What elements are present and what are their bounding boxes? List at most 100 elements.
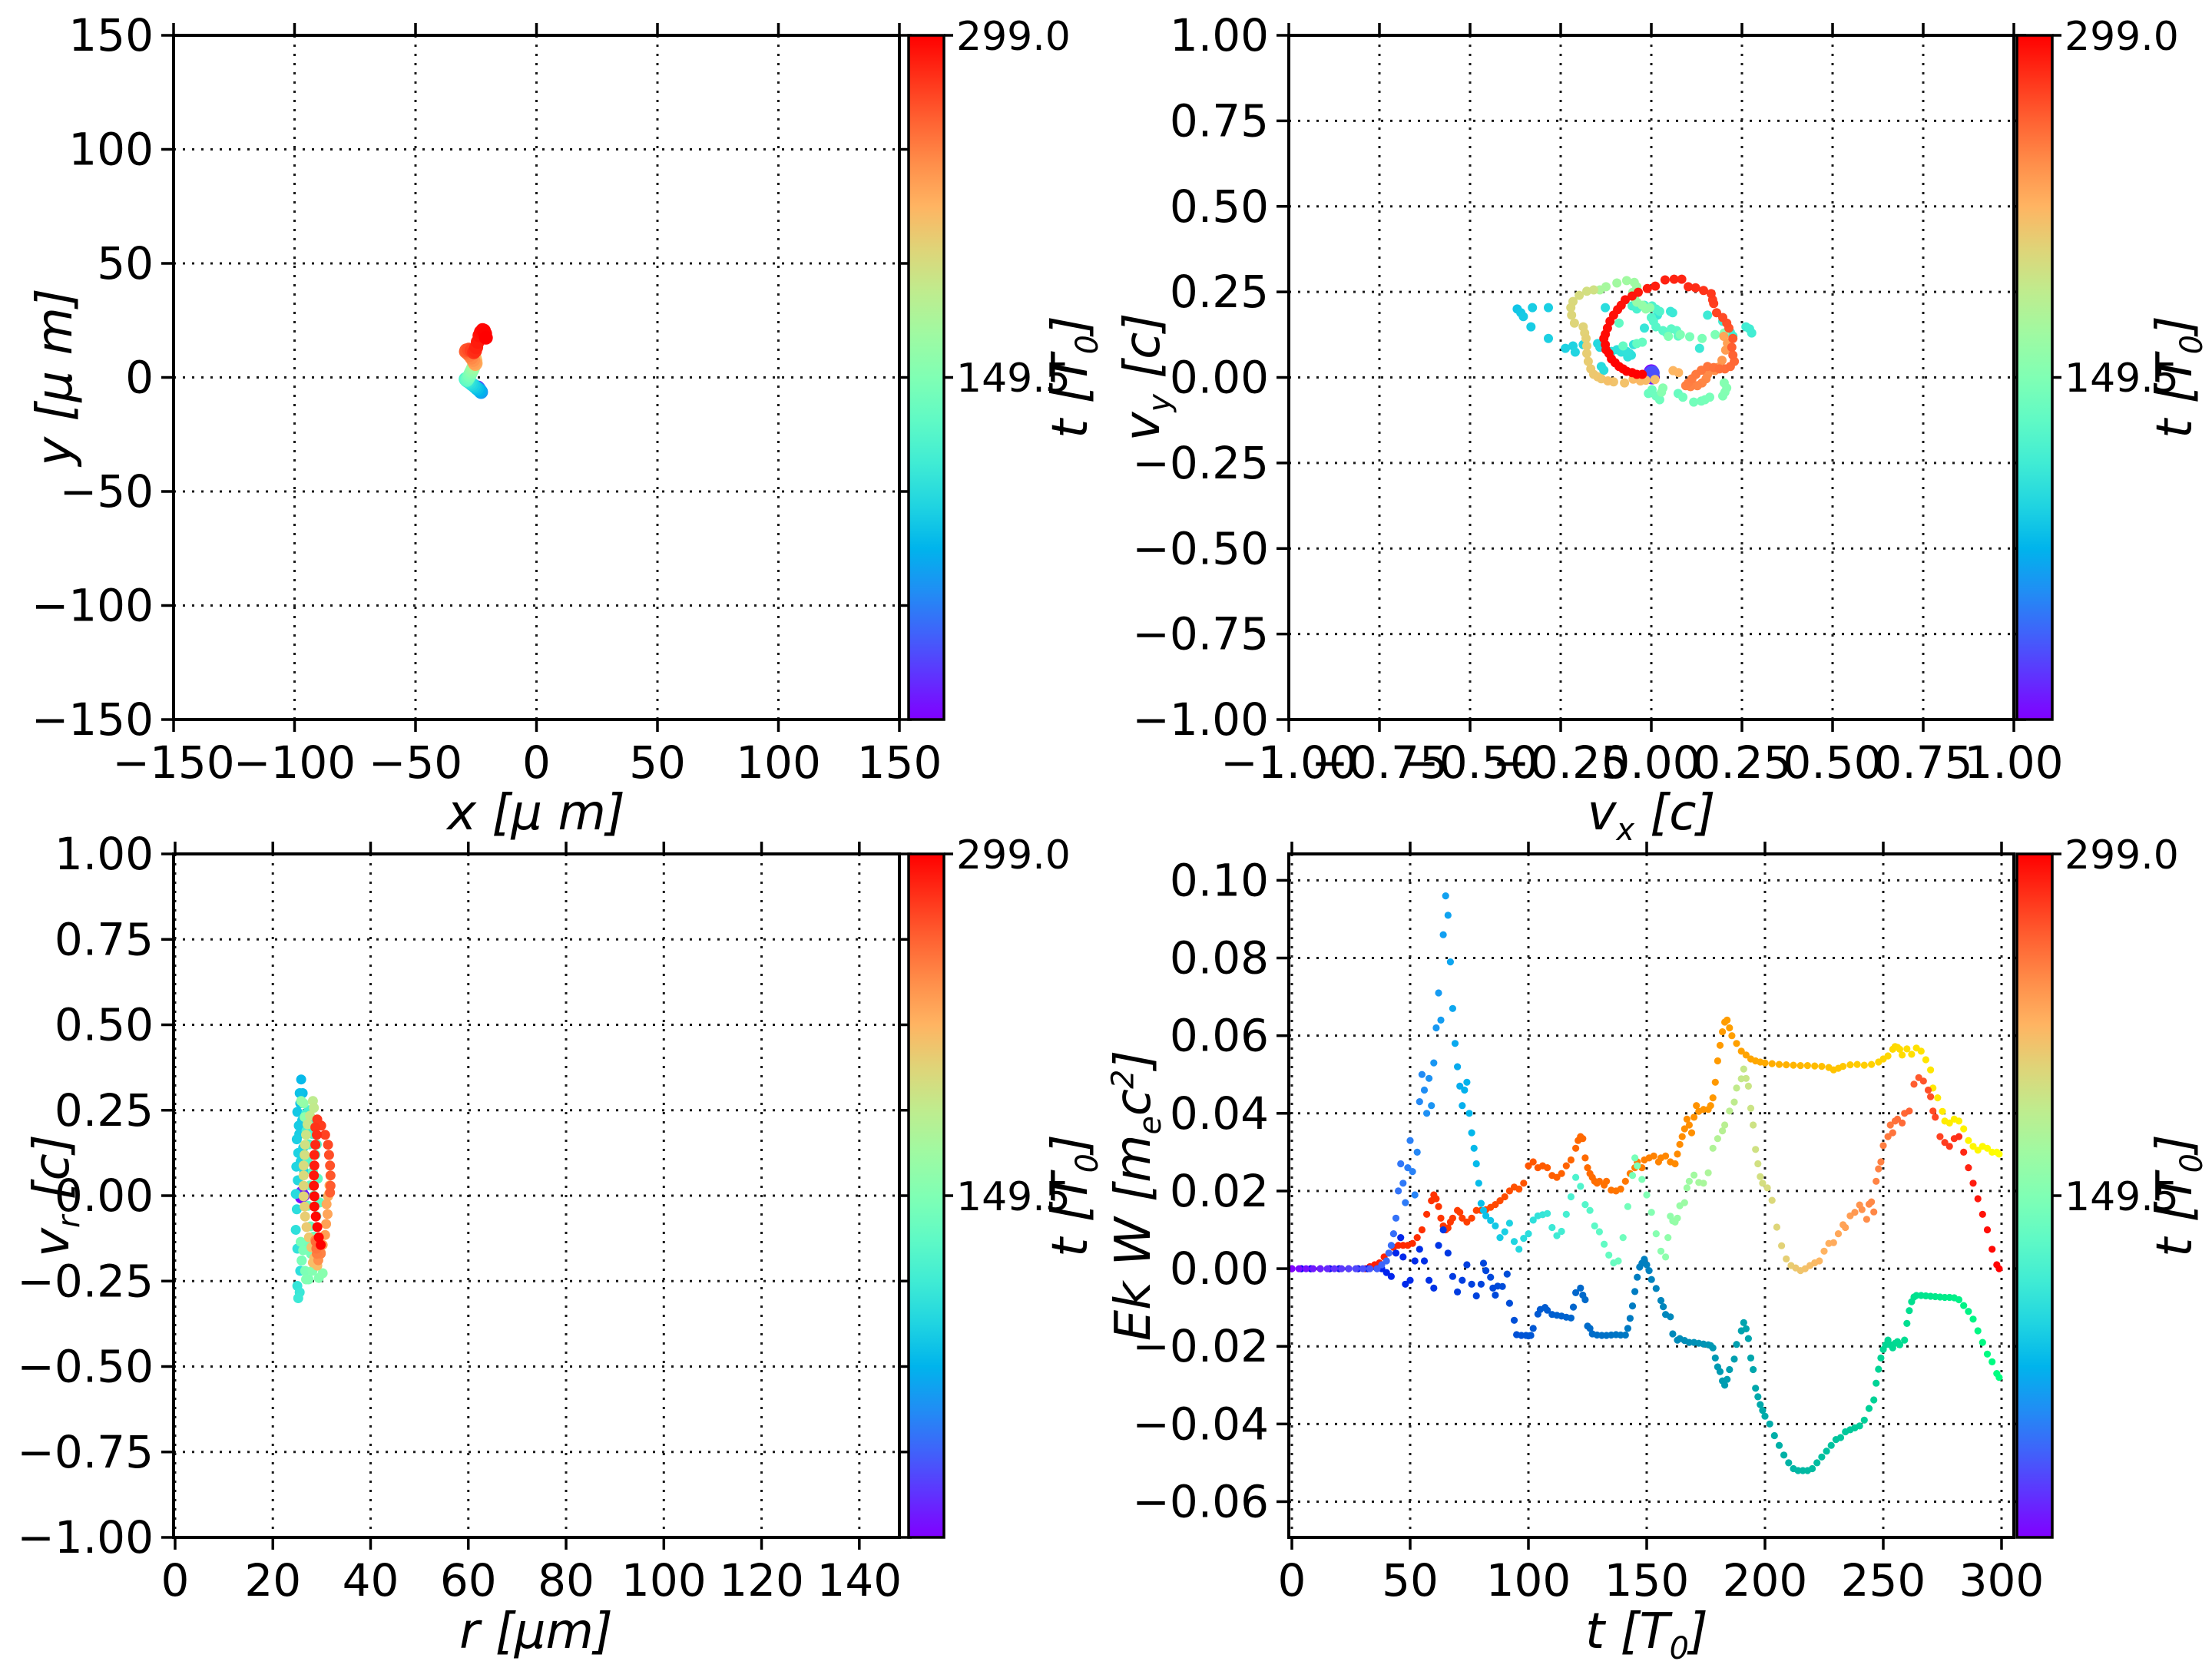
data-point — [1373, 1265, 1381, 1272]
data-point — [1742, 1074, 1750, 1082]
data-point — [1650, 375, 1660, 385]
data-point — [1643, 1261, 1651, 1269]
colorbar-mid-tick: 149.5 — [2065, 1174, 2179, 1220]
data-point — [300, 1211, 310, 1222]
data-point — [1397, 1234, 1405, 1242]
data-point — [325, 1180, 336, 1191]
ytick-label: 0 — [125, 352, 154, 404]
label-segment: [c] — [1634, 785, 1716, 842]
data-point — [309, 1103, 320, 1113]
data-point — [301, 1274, 311, 1285]
data-point — [1941, 1139, 1949, 1147]
data-point — [1505, 1299, 1513, 1307]
label-segment: Ek W — [1105, 1217, 1163, 1342]
data-point — [298, 1170, 309, 1181]
data-point — [1868, 1061, 1876, 1068]
data-point — [1496, 1197, 1504, 1205]
data-point — [1811, 1062, 1819, 1070]
data-point — [294, 1088, 305, 1098]
data-point — [1936, 1133, 1944, 1140]
data-point — [309, 1160, 320, 1171]
data-point — [1960, 1125, 1968, 1133]
data-point — [1929, 1107, 1937, 1115]
data-point — [1899, 1051, 1906, 1059]
data-point — [1577, 1183, 1584, 1190]
data-point — [1983, 1350, 1992, 1358]
data-point — [1884, 1133, 1892, 1140]
label-segment: t — [1042, 419, 1100, 438]
data-point — [1411, 1191, 1419, 1199]
data-point — [1472, 1160, 1480, 1168]
data-point — [1712, 308, 1721, 318]
data-point — [1965, 1164, 1972, 1172]
data-point — [1651, 322, 1661, 332]
data-point — [323, 1140, 333, 1150]
xtick-label: −150 — [112, 736, 234, 789]
data-point — [1330, 1265, 1338, 1272]
panel-rvr: 0 20 40 60 80 100 120 140 1.00 0.75 0.50 0.25 0.00 −0… — [17, 828, 953, 1606]
data-point — [1709, 1094, 1717, 1102]
data-point — [1823, 1448, 1830, 1455]
data-point — [1595, 1177, 1603, 1185]
data-point — [1544, 1306, 1551, 1314]
data-point — [1378, 1261, 1386, 1269]
ytick-label: 0.02 — [1170, 1165, 1269, 1217]
label-segment: y [μ m] — [27, 288, 84, 466]
data-point — [1468, 1214, 1475, 1222]
data-point — [1827, 1441, 1835, 1449]
data-point — [1544, 303, 1553, 313]
data-point — [1477, 1199, 1485, 1207]
data-point — [1526, 322, 1536, 332]
data-point — [1409, 1239, 1416, 1247]
data-point — [1775, 1441, 1783, 1449]
data-point — [1726, 1024, 1734, 1032]
data-point — [1759, 1407, 1767, 1415]
data-point — [1995, 1265, 2003, 1272]
colorbar-max-tick: 299.0 — [2065, 832, 2179, 879]
data-point — [291, 1204, 302, 1215]
data-point — [1660, 275, 1670, 285]
data-point — [1567, 310, 1577, 320]
data-point — [1726, 1107, 1734, 1115]
data-point — [296, 1256, 307, 1266]
data-point — [1446, 958, 1454, 966]
data-point — [1693, 1102, 1700, 1110]
data-point — [1965, 1308, 1972, 1315]
ytick-label: 0.50 — [1170, 180, 1269, 233]
data-point — [309, 1191, 320, 1202]
label-segment: 0 — [1669, 1630, 1689, 1666]
ytick-label: −50 — [60, 465, 154, 518]
xtick-label: 150 — [857, 736, 942, 789]
label-segment: 0 — [2174, 335, 2210, 355]
data-point — [293, 1120, 304, 1131]
data-point — [1974, 1147, 1982, 1154]
data-point — [1692, 381, 1702, 391]
data-point — [1839, 1063, 1847, 1070]
data-point — [1501, 1193, 1508, 1201]
data-point — [291, 1161, 302, 1172]
series-work-winter — [1288, 1226, 2003, 1474]
data-point — [1906, 1107, 1913, 1115]
data-point — [1601, 303, 1611, 313]
data-point — [1654, 395, 1664, 405]
data-point — [1860, 1061, 1868, 1069]
data-point — [1430, 1059, 1438, 1067]
data-point — [1459, 1276, 1466, 1284]
data-point — [1719, 1127, 1727, 1135]
data-point — [1697, 333, 1707, 343]
ytick-label: −100 — [31, 580, 154, 632]
data-point — [1711, 1078, 1719, 1086]
data-point — [1465, 1110, 1473, 1117]
data-point — [1603, 1177, 1611, 1185]
data-point — [1742, 1325, 1750, 1332]
data-point — [320, 1130, 330, 1140]
data-point — [1988, 1358, 1996, 1365]
data-point — [1995, 1150, 2003, 1158]
data-point — [1674, 368, 1684, 378]
data-point — [1638, 1176, 1646, 1183]
data-point — [1674, 1214, 1681, 1222]
series-rvr-scatter — [290, 1074, 336, 1303]
data-point — [1617, 1185, 1624, 1193]
